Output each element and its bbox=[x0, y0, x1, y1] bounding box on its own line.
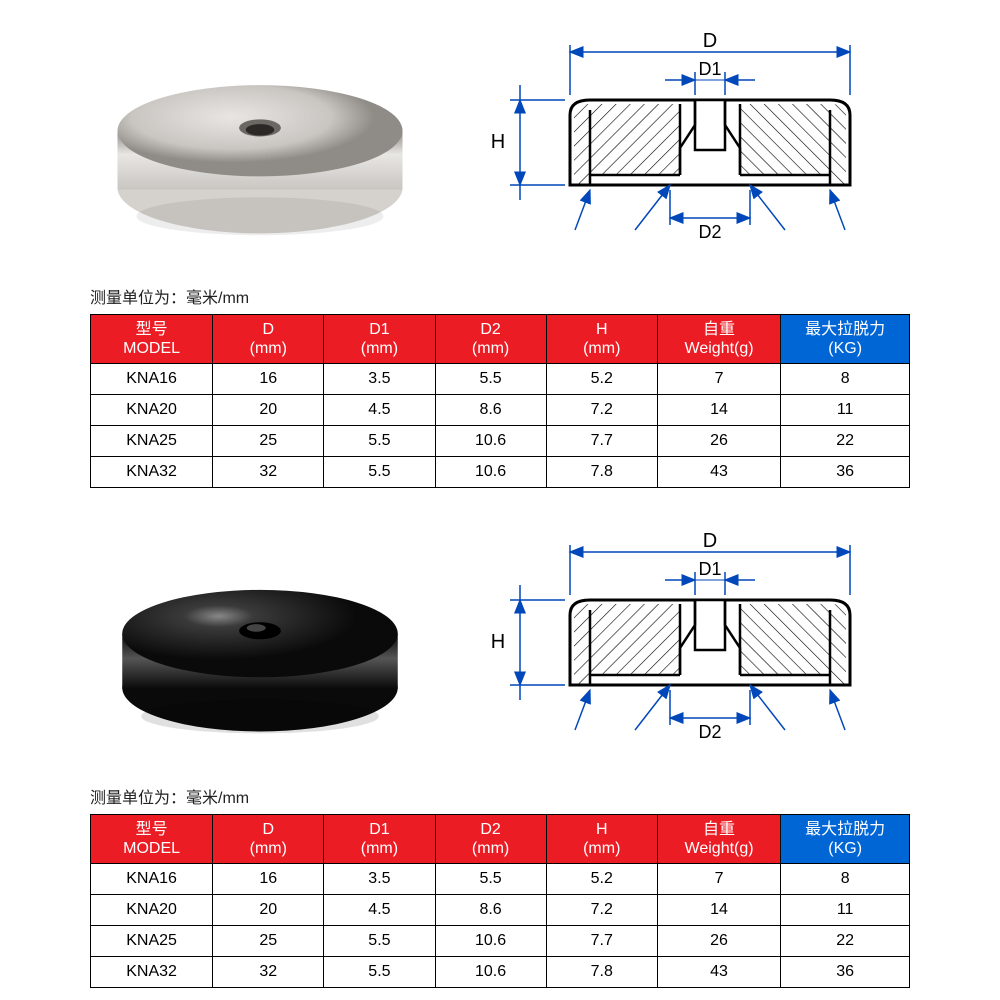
table-row: KNA16163.55.55.278 bbox=[91, 864, 910, 895]
svg-text:D1: D1 bbox=[698, 59, 721, 79]
col-header: D1(mm) bbox=[324, 315, 435, 364]
table-cell: 10.6 bbox=[435, 957, 546, 988]
table-cell: 11 bbox=[781, 895, 910, 926]
table-cell: 22 bbox=[781, 926, 910, 957]
table-cell: 32 bbox=[213, 457, 324, 488]
table-cell: 7 bbox=[657, 864, 781, 895]
table-cell: 10.6 bbox=[435, 426, 546, 457]
col-header: 型号MODEL bbox=[91, 315, 213, 364]
table-cell: 5.2 bbox=[546, 864, 657, 895]
table-cell: 4.5 bbox=[324, 895, 435, 926]
table-cell: KNA16 bbox=[91, 364, 213, 395]
table-cell: 8.6 bbox=[435, 895, 546, 926]
table-cell: 16 bbox=[213, 364, 324, 395]
table-cell: 10.6 bbox=[435, 457, 546, 488]
col-header: D1(mm) bbox=[324, 815, 435, 864]
product-section-black: D D1 H D2 测量单位为：毫米/mm bbox=[0, 500, 1000, 988]
table-cell: 26 bbox=[657, 926, 781, 957]
product-section-silver: D D1 H D2 测量单位为：毫米/mm bbox=[0, 0, 1000, 488]
table-cell: 14 bbox=[657, 395, 781, 426]
table-cell: 5.5 bbox=[324, 457, 435, 488]
table-row: KNA25255.510.67.72622 bbox=[91, 426, 910, 457]
table-cell: 20 bbox=[213, 395, 324, 426]
table-cell: 10.6 bbox=[435, 926, 546, 957]
table-cell: 5.5 bbox=[435, 364, 546, 395]
spec-table: 型号MODELD(mm)D1(mm)D2(mm)H(mm)自重Weight(g)… bbox=[90, 814, 910, 988]
table-cell: KNA32 bbox=[91, 957, 213, 988]
col-header: 最大拉脱力(KG) bbox=[781, 815, 910, 864]
table-row: KNA25255.510.67.72622 bbox=[91, 926, 910, 957]
table-cell: 5.5 bbox=[435, 864, 546, 895]
table-cell: 14 bbox=[657, 895, 781, 926]
table-cell: 16 bbox=[213, 864, 324, 895]
table-cell: 5.5 bbox=[324, 957, 435, 988]
table-cell: 5.5 bbox=[324, 926, 435, 957]
col-header: H(mm) bbox=[546, 815, 657, 864]
table-cell: KNA25 bbox=[91, 926, 213, 957]
table-cell: 36 bbox=[781, 957, 910, 988]
svg-text:D2: D2 bbox=[698, 222, 721, 242]
svg-text:D: D bbox=[703, 30, 717, 52]
table-cell: 25 bbox=[213, 926, 324, 957]
table-cell: 5.2 bbox=[546, 364, 657, 395]
table-cell: 43 bbox=[657, 957, 781, 988]
table-cell: 7.7 bbox=[546, 926, 657, 957]
svg-text:D1: D1 bbox=[698, 559, 721, 579]
spec-table: 型号MODELD(mm)D1(mm)D2(mm)H(mm)自重Weight(g)… bbox=[90, 314, 910, 488]
table-row: KNA32325.510.67.84336 bbox=[91, 957, 910, 988]
technical-diagram: D D1 H D2 bbox=[460, 30, 900, 260]
table-cell: 22 bbox=[781, 426, 910, 457]
table-cell: 7.2 bbox=[546, 895, 657, 926]
unit-caption: 测量单位为：毫米/mm bbox=[0, 780, 1000, 814]
table-cell: 25 bbox=[213, 426, 324, 457]
col-header: D2(mm) bbox=[435, 815, 546, 864]
product-image-black bbox=[60, 535, 460, 755]
table-cell: KNA20 bbox=[91, 395, 213, 426]
table-cell: 43 bbox=[657, 457, 781, 488]
table-cell: 7.7 bbox=[546, 426, 657, 457]
table-cell: KNA16 bbox=[91, 864, 213, 895]
unit-caption: 测量单位为：毫米/mm bbox=[0, 280, 1000, 314]
svg-text:H: H bbox=[491, 631, 505, 653]
table-cell: 7 bbox=[657, 364, 781, 395]
table-cell: 5.5 bbox=[324, 426, 435, 457]
col-header: D(mm) bbox=[213, 815, 324, 864]
table-row: KNA20204.58.67.21411 bbox=[91, 395, 910, 426]
table-cell: 3.5 bbox=[324, 364, 435, 395]
table-cell: 8.6 bbox=[435, 395, 546, 426]
product-image-silver bbox=[60, 35, 460, 255]
svg-text:D: D bbox=[703, 530, 717, 552]
table-cell: KNA25 bbox=[91, 426, 213, 457]
table-cell: KNA20 bbox=[91, 895, 213, 926]
table-row: KNA20204.58.67.21411 bbox=[91, 895, 910, 926]
table-cell: 32 bbox=[213, 957, 324, 988]
table-cell: 7.8 bbox=[546, 457, 657, 488]
col-header: H(mm) bbox=[546, 315, 657, 364]
table-cell: 26 bbox=[657, 426, 781, 457]
col-header: D(mm) bbox=[213, 315, 324, 364]
col-header: 最大拉脱力(KG) bbox=[781, 315, 910, 364]
table-cell: 4.5 bbox=[324, 395, 435, 426]
technical-diagram: D D1 H D2 bbox=[460, 530, 900, 760]
table-cell: KNA32 bbox=[91, 457, 213, 488]
col-header: D2(mm) bbox=[435, 315, 546, 364]
svg-text:D2: D2 bbox=[698, 722, 721, 742]
table-cell: 8 bbox=[781, 864, 910, 895]
table-cell: 11 bbox=[781, 395, 910, 426]
table-cell: 36 bbox=[781, 457, 910, 488]
table-cell: 3.5 bbox=[324, 864, 435, 895]
svg-text:H: H bbox=[491, 131, 505, 153]
col-header: 自重Weight(g) bbox=[657, 815, 781, 864]
table-cell: 20 bbox=[213, 895, 324, 926]
table-cell: 7.2 bbox=[546, 395, 657, 426]
col-header: 型号MODEL bbox=[91, 815, 213, 864]
table-cell: 7.8 bbox=[546, 957, 657, 988]
col-header: 自重Weight(g) bbox=[657, 315, 781, 364]
table-row: KNA32325.510.67.84336 bbox=[91, 457, 910, 488]
table-row: KNA16163.55.55.278 bbox=[91, 364, 910, 395]
table-cell: 8 bbox=[781, 364, 910, 395]
